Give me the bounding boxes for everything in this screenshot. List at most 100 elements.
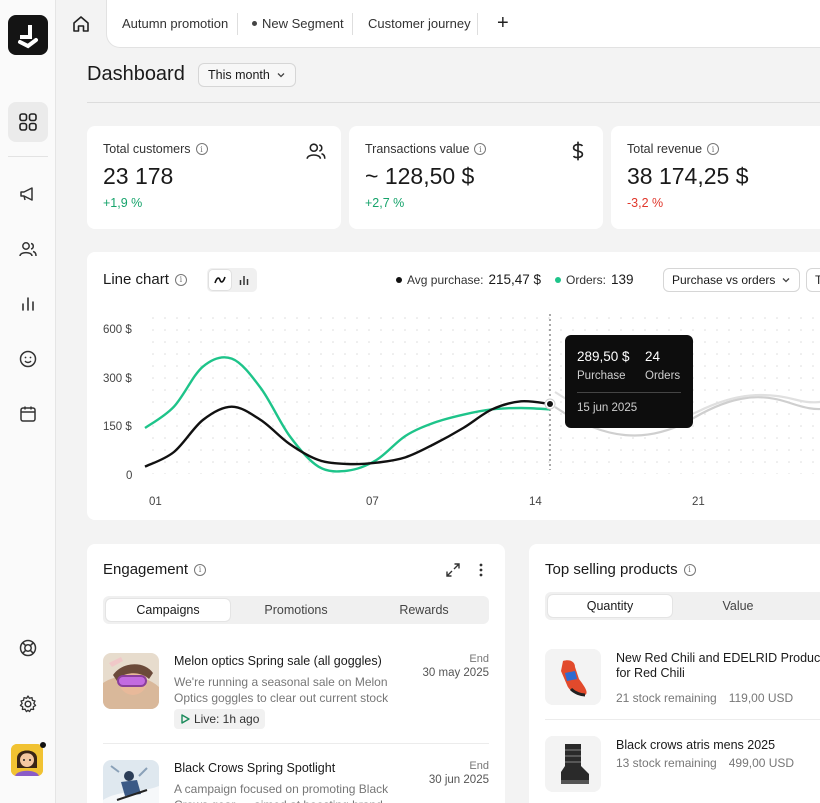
x-tick: 21 [692, 496, 705, 508]
tab-campaigns[interactable]: Campaigns [106, 599, 230, 621]
page-title: Dashboard [87, 63, 185, 85]
notification-dot [40, 742, 46, 748]
chart-title: Line chart i [103, 271, 187, 288]
x-tick: 01 [149, 496, 162, 508]
product-stock: 21 stock remaining [616, 691, 717, 705]
nav-settings[interactable] [8, 684, 48, 724]
tab-promotions[interactable]: Promotions [264, 603, 328, 617]
header-divider [87, 102, 820, 103]
dollar-icon [572, 141, 584, 161]
chevron-down-icon [782, 278, 790, 283]
nav-campaigns[interactable] [8, 174, 48, 214]
kpi-card-revenue: Total revenue i 38 174,25 $ -3,2 % [611, 126, 820, 229]
bar-mode-button[interactable] [233, 270, 255, 290]
info-icon[interactable]: i [707, 143, 720, 155]
metric-select-label: Purchase vs orders [672, 273, 776, 287]
expand-icon[interactable] [445, 562, 461, 578]
tab-value[interactable]: Value [722, 599, 754, 613]
secondary-select-label: T [815, 273, 820, 287]
goggles-photo-icon [103, 653, 159, 709]
projection-line-orders [554, 396, 820, 437]
kpi-card-transactions: Transactions value i ~ 128,50 $ +2,7 % [349, 126, 603, 229]
product-name: New Red Chili and EDELRID Products for R… [616, 651, 820, 680]
tab-customer-journey[interactable]: Customer journey [368, 0, 471, 46]
tooltip-purchase-label: Purchase [577, 370, 626, 382]
secondary-select[interactable]: T [806, 268, 820, 292]
hover-marker[interactable] [547, 401, 553, 407]
list-item[interactable]: Melon optics Spring sale (all goggles) W… [103, 653, 489, 733]
engagement-tabs: Campaigns Promotions Rewards [103, 596, 489, 624]
tab-new-segment[interactable]: New Segment [252, 0, 344, 46]
add-tab-button[interactable]: + [497, 0, 509, 46]
campaign-thumbnail [103, 653, 159, 709]
tab-divider [237, 13, 238, 35]
engagement-card: Engagement i Campaigns Promotions Reward… [87, 544, 505, 803]
line-mode-button[interactable] [209, 270, 231, 290]
kpi-label: Total revenue i [627, 142, 720, 156]
y-tick: 300 $ [103, 373, 132, 385]
plot-grid [143, 314, 820, 474]
tab-rewards[interactable]: Rewards [399, 603, 449, 617]
kpi-label: Transactions value i [365, 142, 487, 156]
period-select[interactable]: This month [198, 63, 296, 87]
line-chart-plot[interactable] [87, 252, 820, 520]
kpi-change: +1,9 % [103, 196, 143, 210]
top-tab-bar: Autumn promotion New Segment Customer jo… [56, 0, 820, 48]
list-item[interactable]: Black Crows Spring Spotlight A campaign … [103, 760, 489, 803]
home-icon [73, 16, 89, 32]
chevron-down-icon [277, 73, 285, 78]
tab-label: New Segment [262, 15, 344, 31]
info-icon[interactable]: i [474, 143, 487, 155]
nav-customers[interactable] [8, 229, 48, 269]
product-image [545, 736, 601, 792]
x-tick: 14 [529, 496, 542, 508]
side-rail [0, 0, 56, 803]
nav-analytics[interactable] [8, 284, 48, 324]
product-price: 119,00 USD [728, 691, 794, 705]
metric-select[interactable]: Purchase vs orders [663, 268, 801, 292]
tab-quantity[interactable]: Quantity [548, 595, 672, 617]
y-tick: 600 $ [103, 324, 132, 336]
kpi-label-text: Total customers [103, 142, 191, 156]
campaign-end-label: End [469, 760, 489, 772]
series-layer [144, 356, 556, 473]
users-icon [19, 242, 37, 257]
nav-feedback[interactable] [8, 339, 48, 379]
campaign-end-date: 30 may 2025 [422, 667, 490, 679]
open-tabs: Autumn promotion New Segment Customer jo… [106, 0, 820, 48]
home-tab[interactable] [56, 0, 106, 48]
kpi-label-text: Transactions value [365, 142, 470, 156]
kpi-value: ~ 128,50 $ [365, 163, 475, 189]
nav-dashboard[interactable] [8, 102, 48, 142]
info-icon[interactable]: i [195, 143, 208, 155]
engagement-title-text: Engagement [103, 561, 189, 578]
info-icon[interactable]: i [683, 563, 696, 576]
app-logo[interactable] [8, 15, 48, 55]
campaign-thumbnail [103, 760, 159, 803]
chart-title-text: Line chart [103, 271, 169, 288]
chart-type-toggle [207, 268, 257, 292]
tooltip-orders-label: Orders [645, 370, 681, 382]
legend-label: Avg purchase: [407, 272, 484, 287]
list-item[interactable]: New Red Chili and EDELRID Products for R… [545, 649, 820, 709]
product-name: Black crows atris mens 2025 [616, 738, 776, 752]
series-line-orders [144, 356, 551, 473]
climbing-shoe-icon [545, 649, 601, 705]
more-vertical-icon[interactable] [473, 562, 489, 578]
skier-photo-icon [103, 760, 159, 803]
nav-support[interactable] [8, 628, 48, 668]
tooltip-orders-value: 24 [645, 349, 661, 364]
top-products-card: Top selling products i Quantity Value Ne… [529, 544, 820, 803]
product-stock: 13 stock remaining [616, 756, 717, 770]
tab-autumn-promotion[interactable]: Autumn promotion [122, 0, 228, 46]
campaign-description: A campaign focused on promoting Black Cr… [174, 782, 389, 803]
logo-icon [18, 25, 38, 49]
list-item[interactable]: Black crows atris mens 2025 13 stock rem… [545, 736, 820, 796]
tab-divider [477, 13, 478, 35]
info-icon[interactable]: i [174, 273, 187, 286]
info-icon[interactable]: i [194, 563, 207, 576]
nav-calendar[interactable] [8, 394, 48, 434]
avatar[interactable] [11, 744, 43, 776]
unsaved-dot [252, 20, 257, 26]
users-icon [306, 143, 326, 159]
